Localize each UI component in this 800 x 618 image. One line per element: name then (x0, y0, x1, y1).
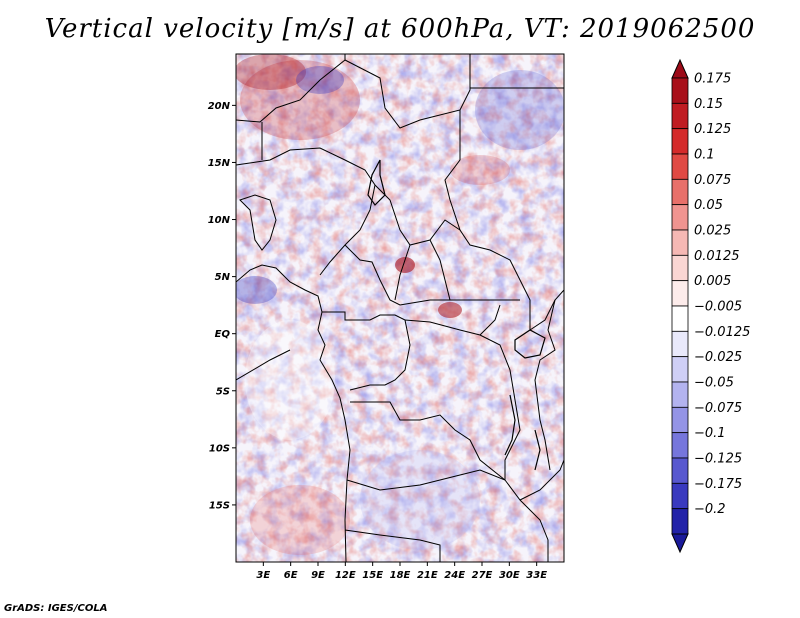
lon-tick-label: 3E (256, 570, 270, 581)
longitude-axis: 3E 6E 9E 12E 15E 18E 21E 24E 27E 30E 33E (256, 562, 547, 581)
colorbar-level-label: 0.125 (694, 122, 731, 137)
map-title: Vertical velocity [m/s] at 600hPa, VT: 2… (44, 14, 756, 44)
lat-tick-label: 10S (209, 443, 230, 454)
colorbar-swatch (671, 128, 689, 155)
colorbar-swatch (671, 178, 689, 206)
lat-tick-label: 20N (208, 101, 231, 112)
vertical-velocity-field (236, 54, 564, 562)
colorbar-swatch (671, 482, 689, 510)
colorbar-swatch (671, 406, 689, 434)
lat-tick-label: 15N (208, 158, 231, 169)
colorbar-swatch (671, 280, 689, 307)
lon-tick-label: 15E (362, 570, 383, 581)
colorbar-level-label: −0.2 (694, 502, 726, 517)
colorbar-level-label: −0.125 (694, 452, 742, 467)
colorbar-level-label: 0.05 (694, 198, 723, 213)
lon-tick-label: 24E (444, 570, 465, 581)
lat-tick-label: EQ (215, 329, 231, 340)
colorbar-level-label: −0.005 (694, 300, 742, 315)
country-borders (236, 54, 564, 562)
colorbar-level-label: 0.175 (694, 72, 731, 87)
lon-tick-label: 6E (284, 570, 298, 581)
colorbar-level-label: −0.175 (694, 477, 742, 492)
lon-tick-label: 9E (311, 570, 325, 581)
colorbar-level-label: −0.0125 (694, 325, 750, 340)
colorbar-level-label: 0.005 (694, 274, 731, 289)
colorbar-swatch (671, 204, 689, 231)
colorbar-level-label: 0.15 (694, 97, 723, 112)
colorbar-top-arrow (671, 58, 689, 79)
lat-tick-label: 10N (208, 215, 231, 226)
colorbar-swatch (671, 77, 689, 104)
colorbar-level-label: 0.1 (694, 148, 715, 163)
colorbar-swatch (671, 457, 689, 484)
lon-tick-label: 18E (390, 570, 411, 581)
colorbar-swatch (671, 305, 689, 332)
colorbar-level-label: −0.1 (694, 426, 726, 441)
lon-tick-label: 27E (472, 570, 493, 581)
colorbar-level-label: −0.025 (694, 350, 742, 365)
colorbar-level-label: −0.075 (694, 401, 742, 416)
colorbar-swatch (671, 432, 689, 459)
lon-tick-label: 30E (499, 570, 520, 581)
colorbar-level-label: 0.025 (694, 224, 731, 239)
colorbar-level-label: 0.075 (694, 173, 731, 188)
latitude-axis: 20N 15N 10N 5N EQ 5S 10S 15S (208, 101, 236, 511)
colorbar-swatch (671, 356, 689, 383)
colorbar-level-label: 0.0125 (694, 249, 740, 264)
lat-tick-label: 15S (209, 500, 230, 511)
colorbar-swatch (671, 229, 689, 256)
colorbar-swatch (671, 153, 689, 180)
colorbar-bottom-arrow (671, 533, 689, 554)
colorbar-swatch (671, 381, 689, 408)
colorbar: 0.175 0.15 0.125 0.1 0.075 0.05 0.025 0.0125 0.0… (671, 58, 750, 554)
lon-tick-label: 33E (526, 570, 547, 581)
colorbar-swatch (671, 330, 689, 358)
lon-tick-label: 12E (335, 570, 356, 581)
lat-tick-label: 5N (215, 272, 231, 283)
colorbar-swatch (671, 254, 689, 282)
colorbar-swatch (671, 102, 689, 130)
colorbar-swatch (671, 508, 689, 535)
footer-credit: GrADS: IGES/COLA (4, 603, 108, 614)
lat-tick-label: 5S (216, 386, 230, 397)
lon-tick-label: 21E (417, 570, 438, 581)
colorbar-level-label: −0.05 (694, 376, 734, 391)
